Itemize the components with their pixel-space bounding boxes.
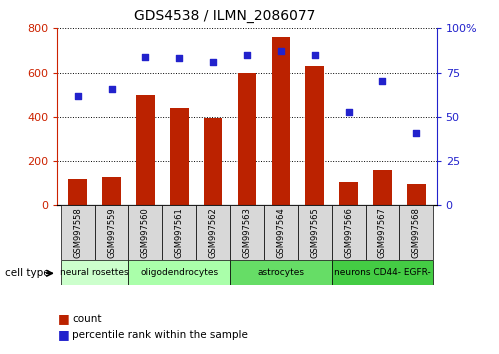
Bar	[136, 95, 155, 205]
Text: GSM997565: GSM997565	[310, 207, 319, 258]
Point	[311, 52, 319, 58]
Text: count: count	[72, 314, 102, 324]
Text: GSM997559: GSM997559	[107, 207, 116, 258]
Point	[345, 109, 353, 114]
Bar	[230, 205, 264, 260]
Bar	[61, 260, 129, 285]
Text: cell type: cell type	[5, 268, 49, 278]
Text: oligodendrocytes: oligodendrocytes	[140, 268, 219, 277]
Bar	[407, 184, 426, 205]
Bar	[271, 37, 290, 205]
Point	[378, 79, 386, 84]
Bar	[129, 260, 230, 285]
Bar	[332, 260, 433, 285]
Bar	[399, 205, 433, 260]
Text: ■: ■	[57, 312, 69, 325]
Bar	[238, 73, 256, 205]
Point	[209, 59, 217, 65]
Bar	[196, 205, 230, 260]
Bar	[61, 205, 95, 260]
Bar	[162, 205, 196, 260]
Bar	[129, 205, 162, 260]
Bar	[68, 179, 87, 205]
Text: GSM997567: GSM997567	[378, 207, 387, 258]
Bar	[305, 66, 324, 205]
Bar	[332, 205, 365, 260]
Point	[108, 86, 116, 91]
Point	[277, 48, 285, 54]
Text: GSM997560: GSM997560	[141, 207, 150, 258]
Text: neural rosettes: neural rosettes	[60, 268, 129, 277]
Text: percentile rank within the sample: percentile rank within the sample	[72, 330, 248, 339]
Bar	[264, 205, 298, 260]
Bar	[298, 205, 332, 260]
Text: GSM997558: GSM997558	[73, 207, 82, 258]
Point	[74, 93, 82, 98]
Point	[141, 54, 149, 59]
Bar	[204, 118, 223, 205]
Bar	[339, 182, 358, 205]
Text: neurons CD44- EGFR-: neurons CD44- EGFR-	[334, 268, 431, 277]
Bar	[170, 108, 189, 205]
Bar	[95, 205, 129, 260]
Text: GDS4538 / ILMN_2086077: GDS4538 / ILMN_2086077	[134, 9, 315, 23]
Bar	[230, 260, 332, 285]
Point	[175, 56, 183, 61]
Point	[412, 130, 420, 136]
Text: GSM997564: GSM997564	[276, 207, 285, 258]
Bar	[102, 177, 121, 205]
Text: GSM997563: GSM997563	[243, 207, 251, 258]
Text: GSM997562: GSM997562	[209, 207, 218, 258]
Text: astrocytes: astrocytes	[257, 268, 304, 277]
Text: GSM997561: GSM997561	[175, 207, 184, 258]
Point	[243, 52, 251, 58]
Text: GSM997566: GSM997566	[344, 207, 353, 258]
Text: GSM997568: GSM997568	[412, 207, 421, 258]
Bar	[373, 170, 392, 205]
Text: ■: ■	[57, 328, 69, 341]
Bar	[365, 205, 399, 260]
